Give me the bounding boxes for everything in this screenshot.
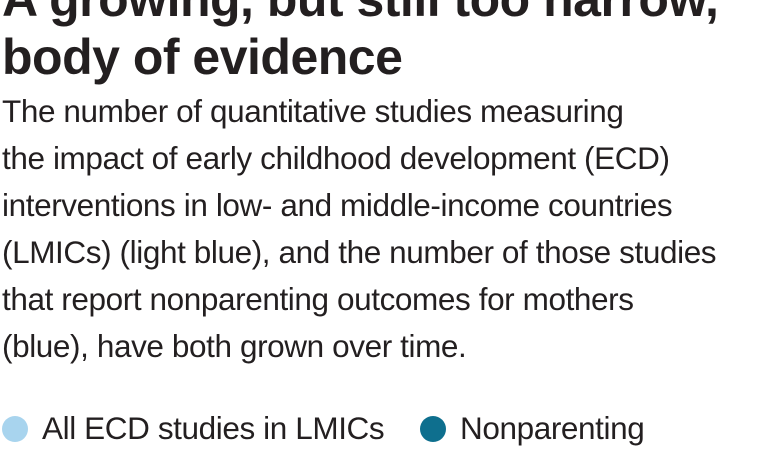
chart-subtitle-line-1: The number of quantitative studies measu… bbox=[2, 93, 624, 129]
chart-subtitle: The number of quantitative studies measu… bbox=[2, 88, 768, 370]
chart-title: A growing, but still too narrow, body of… bbox=[2, 0, 762, 86]
chart-legend: All ECD studies in LMICs Nonparenting bbox=[0, 404, 768, 456]
chart-title-line-2: body of evidence bbox=[2, 29, 403, 85]
chart-subtitle-line-5: that report nonparenting outcomes for mo… bbox=[2, 281, 634, 317]
legend-label-all-ecd-studies: All ECD studies in LMICs bbox=[42, 410, 385, 446]
chart-subtitle-line-6: (blue), have both grown over time. bbox=[2, 328, 467, 364]
chart-title-line-1: A growing, but still too narrow, bbox=[2, 0, 762, 28]
chart-subtitle-line-3: interventions in low- and middle-income … bbox=[2, 187, 673, 223]
legend-swatch-all-ecd-studies bbox=[2, 416, 28, 442]
chart-subtitle-line-2: the impact of early childhood developmen… bbox=[2, 140, 670, 176]
chart-subtitle-line-4: (LMICs) (light blue), and the number of … bbox=[2, 234, 717, 270]
legend-label-nonparenting: Nonparenting bbox=[460, 410, 645, 446]
legend-swatch-nonparenting bbox=[420, 416, 446, 442]
